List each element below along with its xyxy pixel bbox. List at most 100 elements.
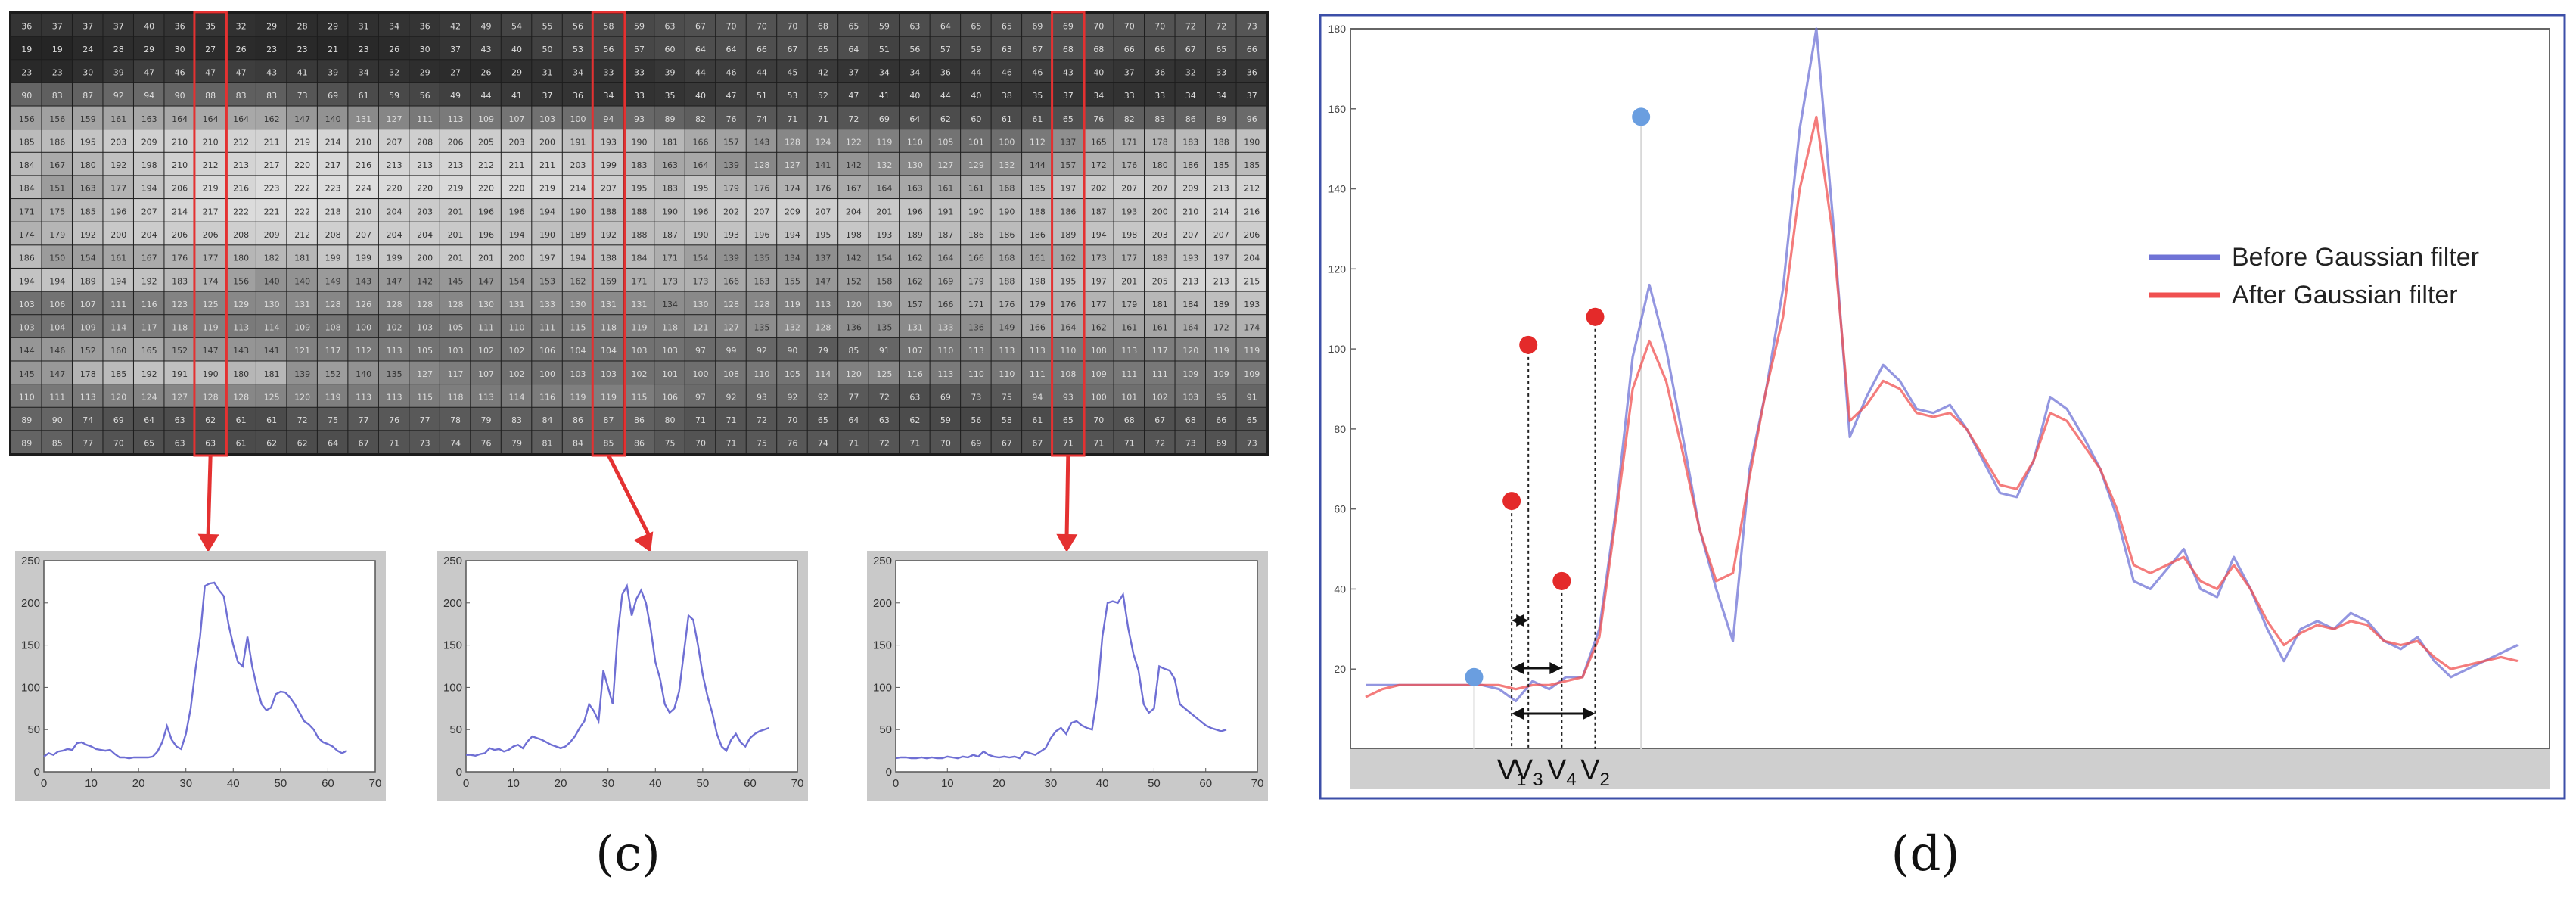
small-chart-x-tick-label: 10 [507, 777, 520, 790]
matrix-cell [716, 268, 746, 291]
matrix-cell-value: 77 [420, 415, 430, 425]
matrix-cell-value: 59 [971, 45, 981, 54]
small-chart-x-tick-label: 0 [893, 777, 899, 790]
matrix-cell [869, 106, 900, 129]
matrix-cell-value: 72 [297, 415, 308, 425]
matrix-cell [532, 431, 562, 453]
matrix-cell-value: 198 [1030, 276, 1046, 286]
matrix-cell [256, 199, 287, 222]
matrix-cell-value: 117 [141, 323, 157, 333]
matrix-cell-value: 154 [80, 253, 96, 263]
matrix-cell-value: 185 [110, 369, 126, 379]
matrix-cell-value: 56 [420, 91, 430, 101]
matrix-cell [11, 291, 42, 315]
matrix-cell-value: 97 [695, 346, 706, 356]
matrix-cell-value: 41 [511, 91, 522, 101]
big-chart-y-tick-label: 80 [1334, 423, 1346, 435]
matrix-cell-value: 188 [601, 253, 617, 263]
matrix-cell [378, 431, 409, 453]
matrix-cell [1175, 337, 1206, 361]
matrix-cell-value: 110 [754, 369, 769, 379]
matrix-cell [716, 337, 746, 361]
matrix-cell [471, 245, 501, 268]
matrix-cell-value: 109 [294, 323, 310, 333]
matrix-cell [532, 60, 562, 82]
matrix-cell-value: 213 [417, 160, 433, 170]
matrix-cell [746, 14, 777, 36]
matrix-cell-value: 103 [19, 323, 35, 333]
matrix-cell [11, 199, 42, 222]
matrix-cell [991, 337, 1022, 361]
matrix-cell [317, 176, 348, 199]
matrix-cell-value: 133 [937, 323, 953, 333]
matrix-cell-value: 199 [601, 160, 617, 170]
matrix-cell [256, 106, 287, 129]
matrix-cell-value: 147 [815, 276, 831, 286]
blue-marker-point [1465, 667, 1484, 686]
matrix-cell [838, 268, 869, 291]
matrix-cell-value: 125 [203, 300, 219, 309]
matrix-cell [807, 36, 838, 60]
matrix-cell [991, 82, 1022, 106]
matrix-cell-value: 147 [203, 346, 219, 356]
matrix-cell-value: 100 [692, 369, 708, 379]
matrix-cell [1206, 82, 1236, 106]
matrix-cell-value: 37 [82, 21, 93, 31]
matrix-cell-value: 195 [1060, 276, 1076, 286]
matrix-cell [317, 268, 348, 291]
matrix-cell-value: 93 [757, 392, 767, 402]
matrix-cell [164, 361, 194, 384]
matrix-cell [623, 315, 654, 337]
matrix-cell-value: 63 [205, 439, 216, 449]
matrix-cell [1236, 60, 1266, 82]
matrix-cell [1236, 268, 1266, 291]
small-chart-y-tick-label: 50 [27, 723, 40, 736]
matrix-cell-value: 46 [175, 68, 185, 78]
matrix-cell-value: 94 [604, 114, 614, 124]
matrix-cell [1083, 129, 1114, 152]
matrix-cell [777, 222, 807, 245]
matrix-cell [623, 14, 654, 36]
matrix-cell-value: 213 [233, 160, 249, 170]
blue-marker-point [1632, 107, 1651, 126]
matrix-cell [746, 222, 777, 245]
matrix-cell-value: 143 [356, 276, 371, 286]
matrix-cell [900, 222, 930, 245]
matrix-cell-value: 113 [233, 323, 249, 333]
matrix-cell [1022, 222, 1052, 245]
matrix-cell-value: 160 [110, 346, 126, 356]
matrix-cell-value: 197 [539, 253, 555, 263]
matrix-cell-value: 162 [1091, 323, 1107, 333]
matrix-cell-value: 61 [236, 439, 247, 449]
matrix-cell-value: 165 [1091, 137, 1107, 147]
matrix-cell [133, 199, 164, 222]
matrix-cell-value: 63 [664, 21, 675, 31]
matrix-cell-value: 119 [601, 392, 617, 402]
matrix-cell-value: 131 [632, 300, 648, 309]
matrix-cell [287, 82, 317, 106]
matrix-cell [378, 361, 409, 384]
matrix-cell [991, 268, 1022, 291]
matrix-cell [164, 152, 194, 176]
matrix-cell [777, 60, 807, 82]
small-chart-x-tick-label: 40 [649, 777, 662, 790]
interval-arrow-head-left [1512, 662, 1524, 674]
matrix-cell-value: 181 [662, 137, 678, 147]
matrix-cell [1206, 245, 1236, 268]
matrix-cell [593, 315, 623, 337]
matrix-cell [777, 82, 807, 106]
matrix-cell [11, 407, 42, 431]
matrix-cell-value: 198 [846, 230, 862, 240]
matrix-cell [440, 199, 471, 222]
matrix-cell-value: 70 [726, 21, 736, 31]
matrix-cell [777, 129, 807, 152]
matrix-cell-value: 164 [876, 184, 892, 194]
matrix-cell-value: 196 [754, 230, 769, 240]
matrix-cell-value: 152 [172, 346, 188, 356]
matrix-cell [623, 60, 654, 82]
matrix-cell [72, 315, 103, 337]
matrix-cell [1052, 245, 1083, 268]
matrix-cell [991, 384, 1022, 407]
matrix-cell-value: 82 [1124, 114, 1135, 124]
matrix-cell [900, 337, 930, 361]
